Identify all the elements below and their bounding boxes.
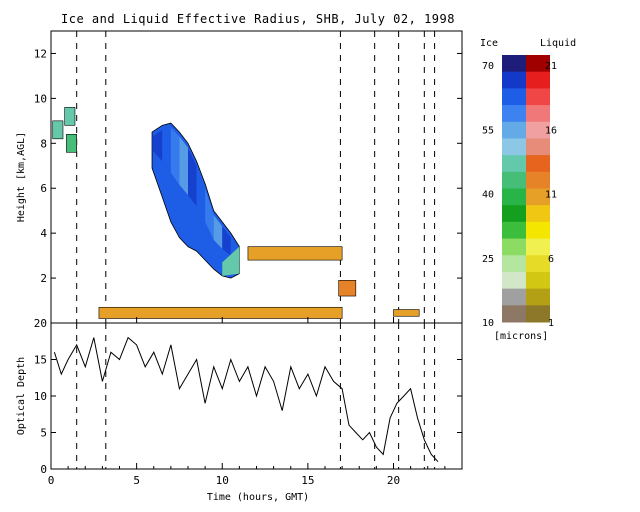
height-tick-label: 6 bbox=[40, 182, 47, 195]
colorbar-ice-cell bbox=[502, 305, 526, 323]
optical-depth-tick-label: 15 bbox=[34, 354, 47, 367]
colorbar-ice-cell bbox=[502, 55, 526, 73]
time-tick-label: 5 bbox=[133, 474, 140, 487]
colorbar-ice-tick: 25 bbox=[482, 254, 494, 265]
time-tick-label: 15 bbox=[301, 474, 314, 487]
height-tick-label: 10 bbox=[34, 92, 47, 105]
colorbar-liquid-cell bbox=[526, 155, 550, 173]
colorbar-ice-cell bbox=[502, 188, 526, 206]
colorbar-ice-cell bbox=[502, 205, 526, 223]
colorbar-ice-cell bbox=[502, 288, 526, 306]
colorbar-liquid-cell bbox=[526, 105, 550, 123]
colorbar-ticks: 70 21 55 16 40 11 25 6 10 1 bbox=[482, 61, 557, 329]
colorbar-liquid-tick: 21 bbox=[545, 61, 557, 72]
optical-depth-tick-label: 10 bbox=[34, 390, 47, 403]
colorbar-liquid-cell bbox=[526, 55, 550, 73]
radius-panel: 2 4 6 8 10 12 Height [km,AGL] bbox=[16, 30, 463, 324]
ice-cloud-cell bbox=[213, 215, 223, 249]
colorbar-ice-cell bbox=[502, 155, 526, 173]
optical-depth-axis-label: Optical Depth bbox=[16, 357, 27, 435]
ice-cloud-cell bbox=[170, 127, 180, 185]
colorbar-ice-tick: 40 bbox=[482, 190, 494, 201]
colorbar-liquid-cell bbox=[526, 71, 550, 89]
ice-cloud-cell bbox=[179, 136, 188, 195]
optical-depth-tick-label: 0 bbox=[40, 463, 47, 476]
height-axis: 2 4 6 8 10 12 bbox=[34, 47, 462, 285]
ice-cloud-cell bbox=[188, 147, 197, 207]
colorbar-liquid-strip bbox=[526, 55, 550, 323]
optical-depth-axis: 0 5 10 15 20 bbox=[34, 317, 462, 476]
height-tick-label: 8 bbox=[40, 137, 47, 150]
colorbar-liquid-tick: 16 bbox=[545, 125, 557, 136]
ice-cloud-cell bbox=[152, 129, 163, 162]
ice-cloud-cell bbox=[52, 120, 64, 140]
radius-panel-frame bbox=[50, 30, 463, 324]
colorbar-liquid-cell bbox=[526, 305, 550, 323]
liquid-cloud-layer bbox=[98, 306, 343, 319]
colorbar-ice-cell bbox=[502, 221, 526, 240]
colorbar-liquid-cell bbox=[526, 138, 550, 156]
colorbar-liquid-cell bbox=[526, 205, 550, 223]
ice-cloud-cell bbox=[66, 134, 77, 153]
colorbar-liquid-tick: 11 bbox=[545, 190, 557, 201]
colorbar-ice-cell bbox=[502, 138, 526, 156]
colorbar-liquid-cell bbox=[526, 238, 550, 256]
colorbar-ice-cell bbox=[502, 71, 526, 89]
time-axis-label: Time (hours, GMT) bbox=[207, 492, 309, 503]
chart-title: Ice and Liquid Effective Radius, SHB, Ju… bbox=[61, 12, 455, 26]
ice-cloud-cell bbox=[64, 107, 76, 126]
time-tick-label: 0 bbox=[48, 474, 55, 487]
optical-depth-tick-label: 20 bbox=[34, 317, 47, 330]
liquid-cloud-layer bbox=[247, 246, 343, 261]
colorbar-ice-cell bbox=[502, 121, 526, 139]
colorbar-ice-cell bbox=[502, 238, 526, 256]
ice-cloud-cell bbox=[196, 165, 206, 222]
time-tick-label: 20 bbox=[387, 474, 400, 487]
ice-cloud-cell bbox=[162, 127, 171, 173]
colorbar-liquid-cell bbox=[526, 188, 550, 206]
colorbar-ice-tick: 10 bbox=[482, 318, 494, 329]
cloud-field bbox=[52, 107, 420, 319]
ice-cloud-cell bbox=[222, 226, 231, 256]
colorbar: Ice Liquid 70 21 55 16 40 11 25 6 10 1 [microns] bbox=[480, 38, 576, 342]
colorbar-ice-cell bbox=[502, 271, 526, 290]
colorbar-liquid-tick: 1 bbox=[548, 318, 554, 329]
colorbar-ice-tick: 55 bbox=[482, 125, 494, 136]
colorbar-ice-label: Ice bbox=[480, 38, 498, 49]
liquid-cloud-layer bbox=[393, 309, 420, 317]
colorbar-liquid-cell bbox=[526, 171, 550, 189]
height-tick-label: 4 bbox=[40, 227, 47, 240]
height-axis-label: Height [km,AGL] bbox=[16, 132, 27, 222]
colorbar-liquid-cell bbox=[526, 221, 550, 240]
colorbar-liquid-cell bbox=[526, 88, 550, 106]
colorbar-ice-cell bbox=[502, 171, 526, 189]
optical-depth-panel: 0 5 10 15 20 0 5 10 15 20 Optical Depth Time (ho… bbox=[16, 317, 463, 503]
colorbar-liquid-cell bbox=[526, 288, 550, 306]
colorbar-ice-cell bbox=[502, 105, 526, 123]
instrument-gap-lines-bottom bbox=[76, 323, 436, 469]
height-tick-label: 2 bbox=[40, 272, 47, 285]
colorbar-liquid-cell bbox=[526, 255, 550, 273]
colorbar-ice-tick: 70 bbox=[482, 61, 494, 72]
liquid-cloud-layer bbox=[338, 280, 357, 297]
colorbar-ice-cell bbox=[502, 255, 526, 273]
optical-depth-series-line bbox=[53, 336, 439, 463]
colorbar-unit-label: [microns] bbox=[494, 331, 548, 342]
colorbar-liquid-tick: 6 bbox=[548, 254, 554, 265]
time-tick-label: 10 bbox=[216, 474, 229, 487]
colorbar-ice-cell bbox=[502, 88, 526, 106]
ice-cloud-cell bbox=[205, 188, 214, 240]
colorbar-ice-strip bbox=[502, 55, 526, 323]
instrument-gap-lines bbox=[76, 31, 436, 323]
colorbar-liquid-label: Liquid bbox=[540, 38, 576, 49]
time-axis: 0 5 10 15 20 bbox=[48, 317, 446, 487]
optical-depth-tick-label: 5 bbox=[40, 427, 47, 440]
colorbar-liquid-cell bbox=[526, 121, 550, 139]
colorbar-liquid-cell bbox=[526, 271, 550, 290]
height-tick-label: 12 bbox=[34, 47, 47, 60]
ice-cloud-cell bbox=[222, 246, 240, 276]
